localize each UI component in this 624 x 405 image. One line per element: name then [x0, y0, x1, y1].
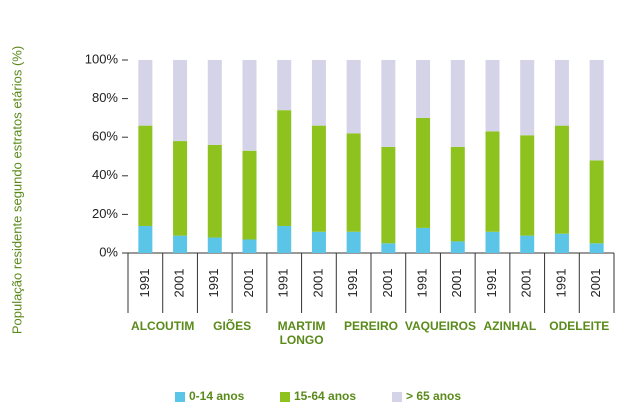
bar-segment	[311, 231, 326, 253]
bar-segment	[173, 141, 188, 236]
x-tick-label: 1991	[415, 269, 430, 298]
bar-segment	[450, 241, 465, 253]
bar-segment	[207, 237, 222, 253]
bar-segment	[138, 225, 153, 253]
x-tick-label: 1991	[484, 269, 499, 298]
bar-segment	[589, 160, 604, 244]
bar-segment	[277, 225, 292, 253]
bar-segment	[416, 60, 431, 118]
bar-segment	[381, 243, 396, 253]
x-tick-label: 2001	[310, 269, 325, 298]
group-label: ODELEITE	[549, 319, 610, 333]
x-tick-label: 2001	[241, 269, 256, 298]
x-tick-label: 1991	[206, 269, 221, 298]
bar-segment	[346, 60, 361, 134]
group-label: GIÕES	[213, 319, 252, 333]
legend-swatch	[175, 392, 185, 402]
bar-segment	[381, 60, 396, 147]
y-tick-label: 20%	[92, 206, 118, 221]
group-label: PEREIRO	[343, 319, 398, 333]
bar-segment	[485, 60, 500, 132]
legend-label: 15-64 anos	[294, 389, 356, 403]
bar-segment	[242, 150, 257, 240]
x-tick-label: 2001	[380, 269, 395, 298]
bar-segment	[173, 60, 188, 142]
bar-segment	[416, 117, 431, 228]
bar-segment	[520, 60, 535, 136]
bar-segment	[589, 243, 604, 253]
bar-segment	[589, 60, 604, 161]
bar-segment	[277, 110, 292, 226]
x-tick-label: 2001	[172, 269, 187, 298]
bar-segment	[311, 60, 326, 126]
bar-segment	[485, 131, 500, 232]
bar-segment	[138, 125, 153, 226]
x-tick-label: 2001	[519, 269, 534, 298]
y-axis-label: População residente segundo estratos etá…	[9, 46, 24, 334]
bar-segment	[416, 227, 431, 253]
bar-segment	[242, 239, 257, 253]
bar-segment	[346, 133, 361, 232]
legend-swatch	[280, 392, 290, 402]
x-tick-label: 1991	[345, 269, 360, 298]
bar-segment	[207, 60, 222, 145]
bar-segment	[554, 233, 569, 253]
y-tick-label: 60%	[92, 129, 118, 144]
bar-segment	[554, 60, 569, 126]
y-tick-label: 40%	[92, 167, 118, 182]
x-tick-label: 2001	[588, 269, 603, 298]
bar-segment	[520, 235, 535, 253]
legend-label: > 65 anos	[406, 389, 461, 403]
group-label: MARTIM LONGO	[277, 319, 326, 347]
bar-segment	[450, 60, 465, 147]
bar-segment	[173, 235, 188, 253]
bar-segment	[207, 144, 222, 238]
bar-segment	[242, 60, 257, 151]
group-label: ALCOUTIM	[131, 319, 195, 333]
bar-segment	[485, 231, 500, 253]
bar-segment	[311, 125, 326, 232]
x-tick-label: 1991	[276, 269, 291, 298]
x-tick-label: 2001	[449, 269, 464, 298]
y-tick-label: 80%	[92, 90, 118, 105]
bar-segment	[450, 146, 465, 242]
y-tick-label: 100%	[85, 51, 119, 66]
legend-swatch	[392, 392, 402, 402]
bar-segment	[138, 60, 153, 126]
bar-segment	[554, 125, 569, 234]
group-label: AZINHAL	[483, 319, 537, 333]
bar-segment	[520, 135, 535, 236]
y-tick-label: 0%	[99, 244, 118, 259]
x-tick-label: 1991	[553, 269, 568, 298]
x-tick-label: 1991	[137, 269, 152, 298]
bar-segment	[277, 60, 292, 111]
legend-label: 0-14 anos	[189, 389, 245, 403]
group-label: VAQUEIROS	[404, 319, 476, 333]
bar-segment	[346, 231, 361, 253]
bar-segment	[381, 146, 396, 244]
